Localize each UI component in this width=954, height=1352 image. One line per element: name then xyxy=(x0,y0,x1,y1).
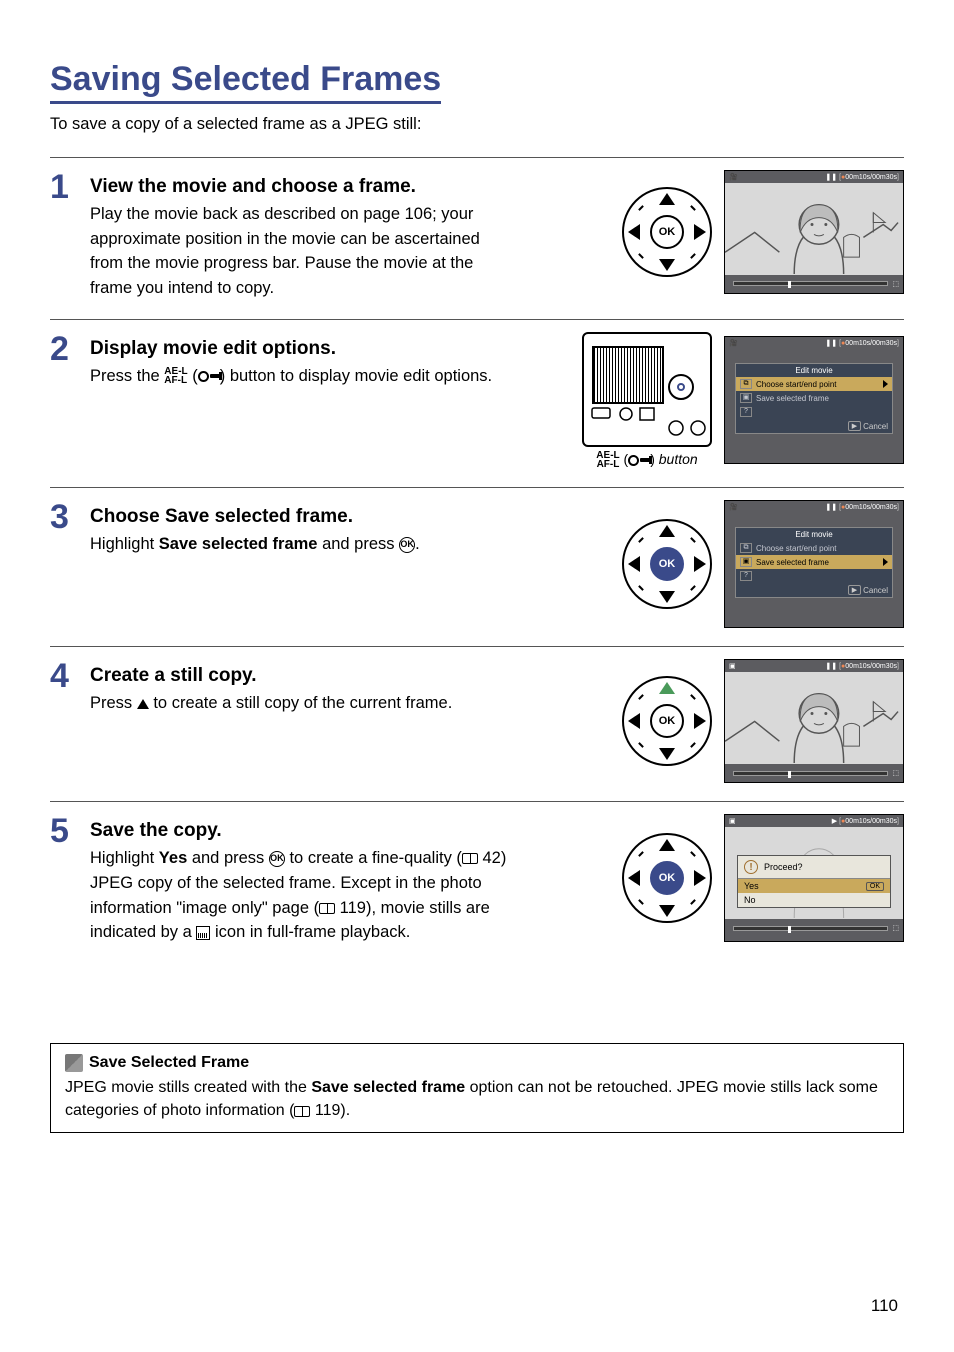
step-number: 4 xyxy=(50,659,80,693)
lcd-time: 00m10s/00m30s xyxy=(845,663,897,670)
pause-icon: ❚❚ xyxy=(825,504,837,511)
lcd-time: 00m10s/00m30s xyxy=(845,818,897,825)
progress-bar xyxy=(733,771,888,776)
page-ref-icon xyxy=(319,903,335,914)
pause-icon: ❚❚ xyxy=(825,663,837,670)
scene-illustration xyxy=(725,672,903,764)
step-number: 3 xyxy=(50,500,80,534)
step-body: Press to create a still copy of the curr… xyxy=(90,691,510,716)
lcd-time: 00m10s/00m30s xyxy=(845,504,897,511)
multi-selector-icon: OK xyxy=(622,187,712,277)
ok-icon: OK xyxy=(269,851,285,867)
step-2: 2 Display movie edit options. Press the … xyxy=(50,319,904,487)
trim-icon: ⧉ xyxy=(740,379,752,389)
chapter-intro: To save a copy of a selected frame as a … xyxy=(50,112,904,137)
step-title: Create a still copy. xyxy=(90,665,584,687)
button-caption: AE-LAF-L () button xyxy=(596,451,697,469)
pause-icon: ❚❚ xyxy=(825,174,837,181)
cancel-button[interactable]: ▶ xyxy=(848,421,861,431)
ok-icon: OK xyxy=(399,537,415,553)
lcd-screenshot: ▣ ❚❚ [●00m10s/00m30s] xyxy=(724,659,904,783)
note-icon xyxy=(65,1054,83,1072)
warning-icon: ! xyxy=(744,860,758,874)
progress-bar xyxy=(733,926,888,931)
frame-icon: ▣ xyxy=(729,662,736,670)
multi-selector-icon: OK xyxy=(622,676,712,766)
corner-icon: ⬚ xyxy=(892,769,899,777)
confirm-dialog: ! Proceed? Yes OK No xyxy=(737,855,891,908)
step-title: View the movie and choose a frame. xyxy=(90,176,584,198)
page-ref-icon xyxy=(462,853,478,864)
ok-button-icon: OK xyxy=(650,215,684,249)
step-4: 4 Create a still copy. Press to create a… xyxy=(50,646,904,801)
cancel-button[interactable]: ▶ xyxy=(848,585,861,595)
lcd-time: 00m10s/00m30s xyxy=(845,340,897,347)
menu-choose-start-end[interactable]: ⧉ Choose start/end point xyxy=(736,541,892,555)
step-body: Press the AE-LAF-L () button to display … xyxy=(90,364,510,389)
ok-button-icon: OK xyxy=(650,704,684,738)
step-title: Save the copy. xyxy=(90,820,584,842)
chapter-title: Saving Selected Frames xyxy=(50,60,441,104)
protect-icon xyxy=(628,455,650,466)
dialog-no[interactable]: No xyxy=(738,893,890,907)
corner-icon: ⬚ xyxy=(892,924,899,932)
camera-back-illustration xyxy=(582,332,712,447)
step-number: 5 xyxy=(50,814,80,848)
step-3: 3 Choose Save selected frame. Highlight … xyxy=(50,487,904,646)
frame-icon: ▣ xyxy=(740,557,752,567)
lcd-screenshot: 🎥 ❚❚ [●00m10s/00m30s] xyxy=(724,170,904,294)
multi-selector-icon: OK xyxy=(622,519,712,609)
progress-bar xyxy=(733,281,888,286)
rec-icon: 🎥 xyxy=(729,339,738,347)
note-box: Save Selected Frame JPEG movie stills cr… xyxy=(50,1043,904,1133)
step-body: Play the movie back as described on page… xyxy=(90,202,510,301)
step-number: 2 xyxy=(50,332,80,366)
dialog-question: Proceed? xyxy=(764,862,803,872)
ok-chip-icon: OK xyxy=(866,882,884,891)
step-body: Highlight Save selected frame and press … xyxy=(90,532,510,557)
scene-illustration xyxy=(725,183,903,275)
note-body: JPEG movie stills created with the Save … xyxy=(65,1076,889,1122)
corner-icon: ⬚ xyxy=(892,280,899,288)
pause-icon: ❚❚ xyxy=(825,340,837,347)
lcd-time: 00m10s/00m30s xyxy=(845,174,897,181)
step-1: 1 View the movie and choose a frame. Pla… xyxy=(50,157,904,319)
menu-save-selected-frame[interactable]: ▣ Save selected frame xyxy=(736,555,892,569)
movie-still-icon xyxy=(196,926,210,940)
frame-icon: ▣ xyxy=(740,393,752,403)
page-number: 110 xyxy=(871,1296,898,1316)
ok-button-icon: OK xyxy=(650,547,684,581)
step-body: Highlight Yes and press OK to create a f… xyxy=(90,846,510,945)
ok-button-icon: OK xyxy=(650,861,684,895)
trim-icon: ⧉ xyxy=(740,543,752,553)
play-icon: ▶ xyxy=(832,818,837,825)
ael-afl-icon: AE-LAF-L xyxy=(164,367,187,385)
multi-selector-icon: OK xyxy=(622,833,712,923)
scene-illustration: ! Proceed? Yes OK No xyxy=(725,827,903,919)
note-title: Save Selected Frame xyxy=(89,1054,249,1072)
step-number: 1 xyxy=(50,170,80,204)
rec-icon: 🎥 xyxy=(729,173,738,181)
menu-title: Edit movie xyxy=(736,528,892,541)
rec-icon: 🎥 xyxy=(729,503,738,511)
bracket-close: ] xyxy=(897,174,899,181)
lcd-screenshot: 🎥 ❚❚ [●00m10s/00m30s] Edit movie ⧉ Choos… xyxy=(724,336,904,464)
lcd-screenshot: 🎥 ❚❚ [●00m10s/00m30s] Edit movie ⧉ Choos… xyxy=(724,500,904,628)
menu-choose-start-end[interactable]: ⧉ Choose start/end point xyxy=(736,377,892,391)
lcd-screenshot: ▣ ▶ [●00m10s/00m30s] ! Proceed? xyxy=(724,814,904,942)
dialog-yes[interactable]: Yes OK xyxy=(738,879,890,893)
step-title: Display movie edit options. xyxy=(90,338,572,360)
menu-help-row: ? xyxy=(736,405,892,419)
up-arrow-icon xyxy=(137,699,149,709)
page-ref-icon xyxy=(294,1106,310,1117)
menu-help-row: ? xyxy=(736,569,892,583)
step-5: 5 Save the copy. Highlight Yes and press… xyxy=(50,801,904,963)
step-title: Choose Save selected frame. xyxy=(90,506,584,528)
menu-title: Edit movie xyxy=(736,364,892,377)
frame-icon: ▣ xyxy=(729,817,736,825)
protect-icon xyxy=(198,371,220,382)
menu-save-selected-frame[interactable]: ▣ Save selected frame xyxy=(736,391,892,405)
